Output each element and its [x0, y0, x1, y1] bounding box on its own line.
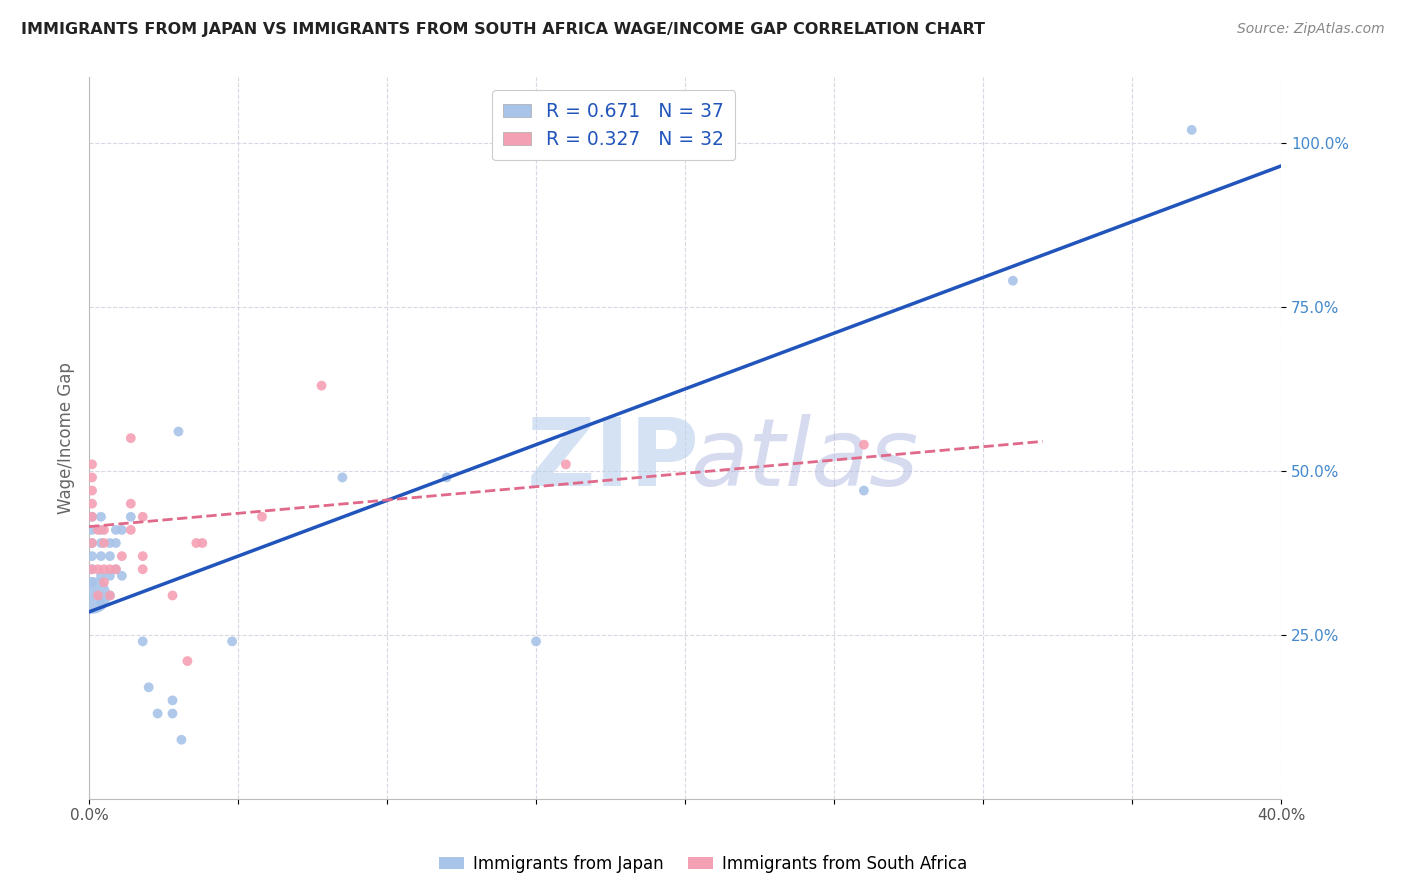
- Point: [80, 497, 103, 511]
- Point: [111, 569, 134, 583]
- Point: [852, 483, 875, 498]
- Point: [80, 589, 103, 603]
- Point: [111, 523, 134, 537]
- Point: [80, 509, 103, 524]
- Point: [98, 562, 121, 576]
- Point: [104, 536, 127, 550]
- Text: atlas: atlas: [690, 414, 918, 505]
- Point: [93, 575, 115, 590]
- Point: [90, 549, 112, 563]
- Point: [93, 536, 115, 550]
- Point: [146, 706, 169, 721]
- Point: [90, 536, 112, 550]
- Point: [111, 549, 134, 563]
- Point: [250, 509, 273, 524]
- Point: [120, 497, 142, 511]
- Text: ZIP: ZIP: [527, 414, 700, 506]
- Point: [98, 536, 121, 550]
- Point: [87, 523, 110, 537]
- Point: [120, 509, 142, 524]
- Point: [162, 693, 184, 707]
- Point: [332, 470, 354, 484]
- Point: [132, 562, 155, 576]
- Point: [80, 536, 103, 550]
- Point: [98, 589, 121, 603]
- Point: [90, 569, 112, 583]
- Point: [554, 458, 576, 472]
- Point: [80, 562, 103, 576]
- Point: [191, 536, 214, 550]
- Point: [80, 470, 103, 484]
- Point: [1181, 123, 1204, 137]
- Point: [93, 523, 115, 537]
- Text: Source: ZipAtlas.com: Source: ZipAtlas.com: [1237, 22, 1385, 37]
- Legend: R = 0.671   N = 37, R = 0.327   N = 32: R = 0.671 N = 37, R = 0.327 N = 32: [492, 90, 735, 161]
- Point: [104, 523, 127, 537]
- Point: [311, 378, 333, 392]
- Point: [186, 536, 208, 550]
- Point: [132, 509, 155, 524]
- Point: [98, 569, 121, 583]
- Point: [104, 562, 127, 576]
- Point: [132, 634, 155, 648]
- Point: [162, 589, 184, 603]
- Point: [90, 523, 112, 537]
- Point: [98, 549, 121, 563]
- Point: [120, 431, 142, 445]
- Point: [436, 470, 458, 484]
- Point: [1001, 274, 1024, 288]
- Point: [80, 509, 103, 524]
- Point: [87, 589, 110, 603]
- Point: [87, 562, 110, 576]
- Point: [98, 589, 121, 603]
- Point: [80, 575, 103, 590]
- Point: [138, 680, 160, 694]
- Legend: Immigrants from Japan, Immigrants from South Africa: Immigrants from Japan, Immigrants from S…: [433, 848, 973, 880]
- Point: [104, 562, 127, 576]
- Point: [80, 483, 103, 498]
- Point: [120, 523, 142, 537]
- Point: [167, 425, 190, 439]
- Point: [93, 562, 115, 576]
- Point: [852, 437, 875, 451]
- Point: [524, 634, 547, 648]
- Point: [162, 706, 184, 721]
- Point: [80, 523, 103, 537]
- Point: [90, 509, 112, 524]
- Point: [80, 536, 103, 550]
- Point: [132, 549, 155, 563]
- Text: IMMIGRANTS FROM JAPAN VS IMMIGRANTS FROM SOUTH AFRICA WAGE/INCOME GAP CORRELATIO: IMMIGRANTS FROM JAPAN VS IMMIGRANTS FROM…: [21, 22, 986, 37]
- Point: [90, 595, 112, 609]
- Point: [221, 634, 243, 648]
- Point: [80, 562, 103, 576]
- Point: [80, 458, 103, 472]
- Y-axis label: Wage/Income Gap: Wage/Income Gap: [58, 362, 75, 514]
- Point: [80, 549, 103, 563]
- Point: [176, 654, 198, 668]
- Point: [170, 732, 193, 747]
